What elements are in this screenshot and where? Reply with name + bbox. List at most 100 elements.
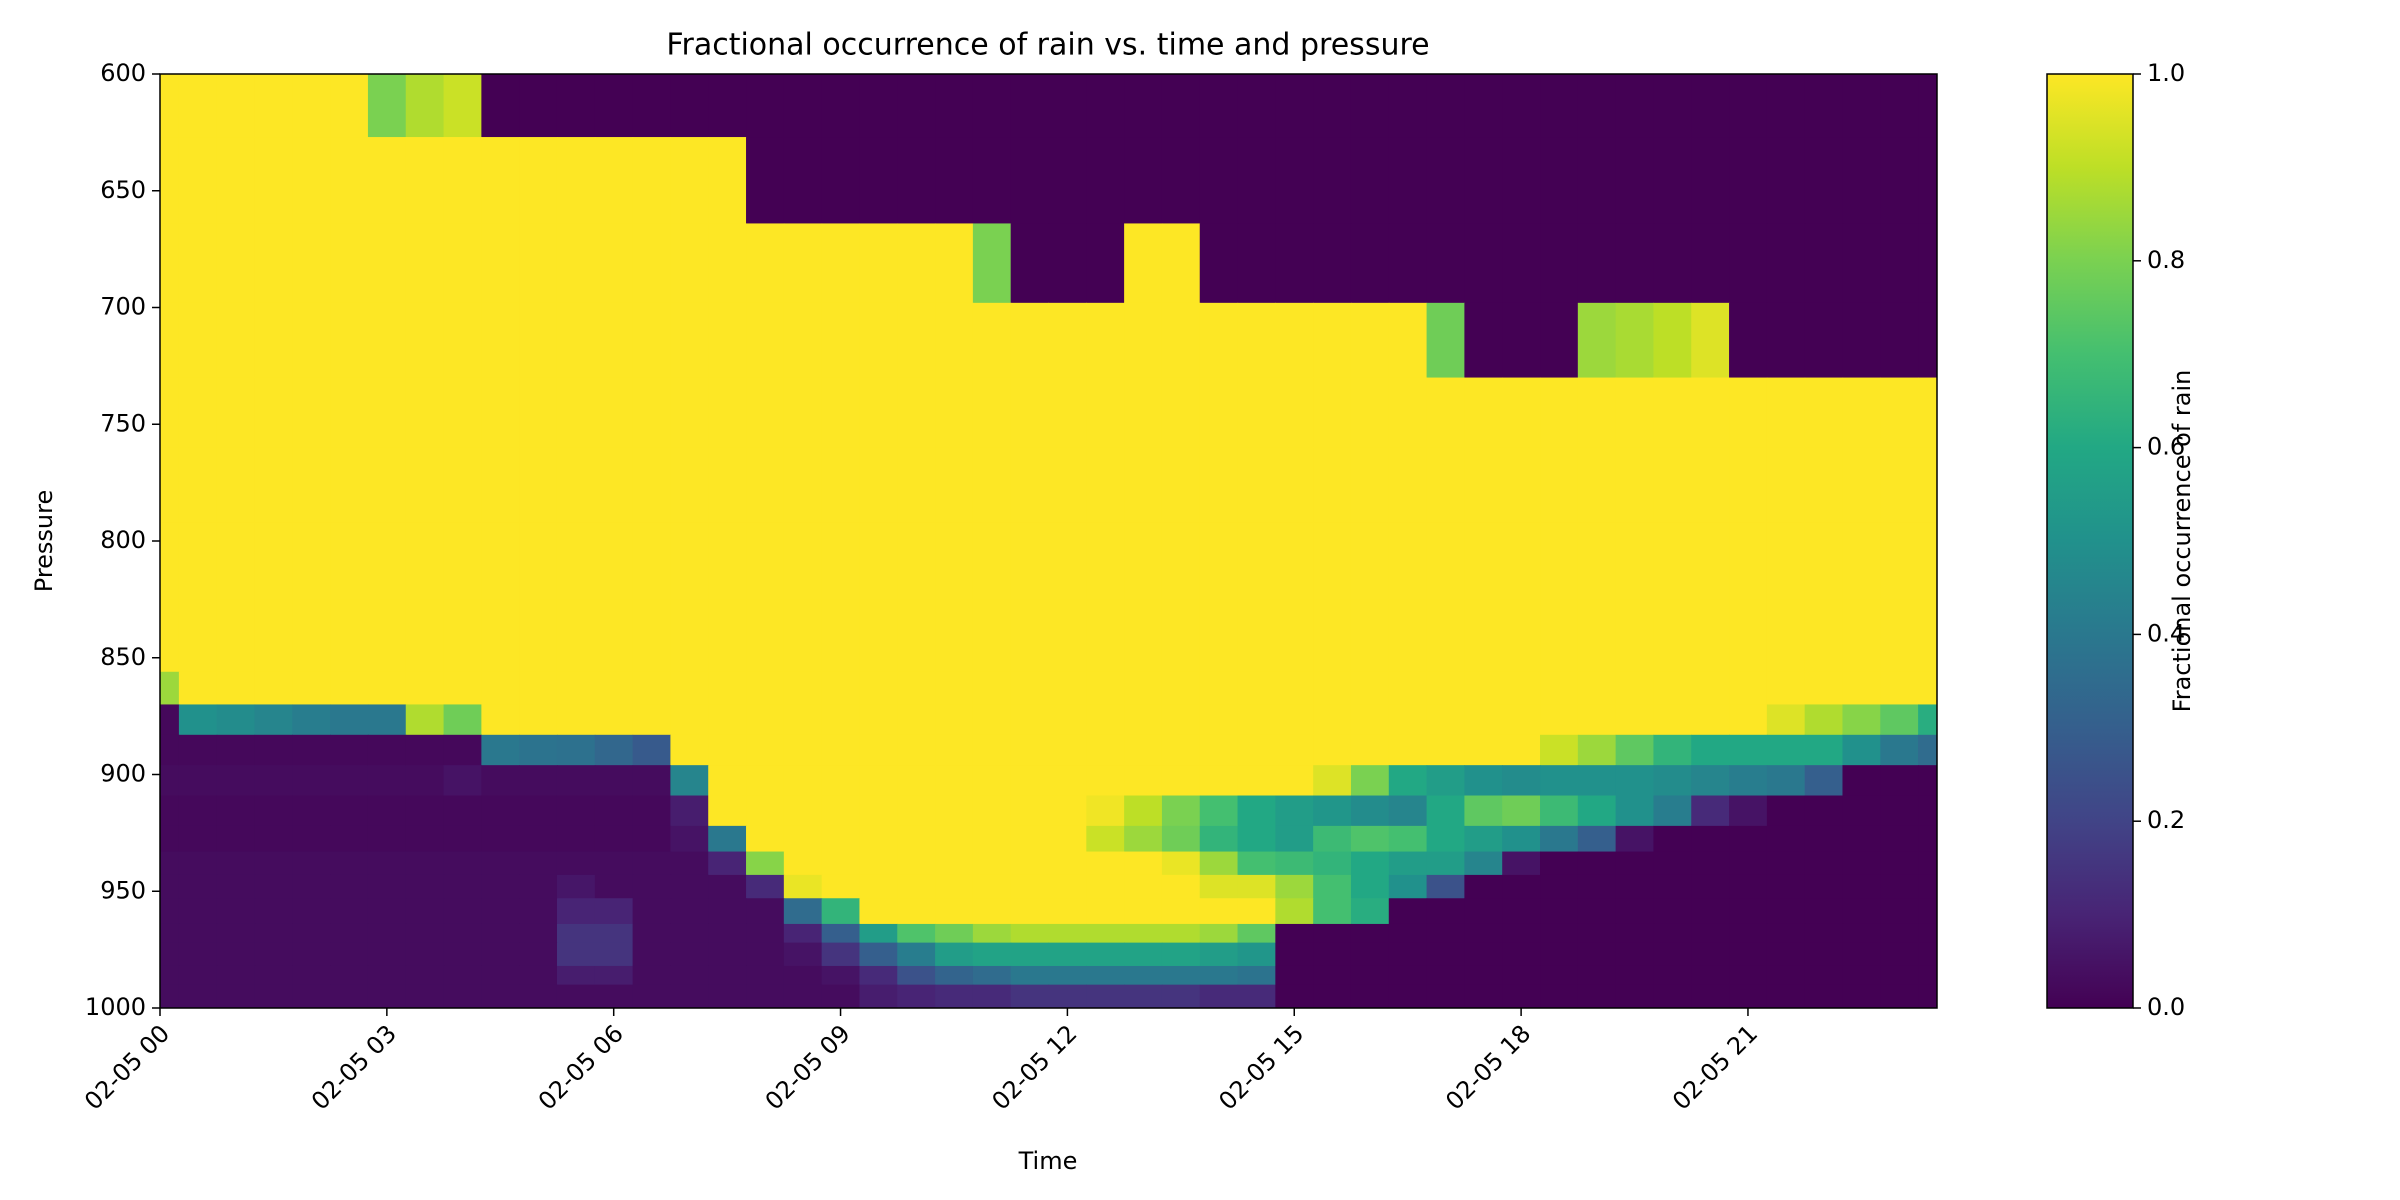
heatmap-cell	[708, 765, 747, 797]
heatmap-cell	[935, 898, 974, 925]
heatmap-cell	[972, 137, 1012, 225]
heatmap-cell	[1615, 984, 1655, 1008]
heatmap-cell	[1161, 942, 1201, 967]
heatmap-cell	[178, 302, 218, 379]
heatmap-cell	[1766, 984, 1806, 1008]
heatmap-cell	[1275, 965, 1314, 986]
heatmap-cell	[556, 377, 596, 449]
heatmap-cell	[330, 984, 369, 1008]
heatmap-cell	[1577, 825, 1617, 853]
heatmap-cell	[1350, 704, 1390, 736]
heatmap-cell	[594, 704, 634, 736]
heatmap-cell	[1880, 74, 1919, 138]
heatmap-cell	[367, 898, 407, 925]
heatmap-cell	[216, 734, 256, 766]
heatmap-cell	[1237, 734, 1276, 766]
heatmap-cell	[178, 74, 218, 138]
heatmap-cell	[160, 825, 180, 853]
heatmap-cell	[632, 942, 672, 967]
heatmap-cell	[897, 965, 936, 986]
heatmap-cell	[1653, 74, 1692, 138]
heatmap-cell	[670, 765, 709, 797]
heatmap-cell	[1350, 874, 1390, 899]
heatmap-cell	[1275, 851, 1314, 876]
heatmap-cell	[1729, 74, 1768, 138]
heatmap-cell	[972, 599, 1012, 673]
heatmap-cell	[632, 74, 672, 138]
heatmap-cell	[821, 942, 861, 967]
heatmap-cell	[1766, 377, 1806, 449]
heatmap-cell	[670, 447, 709, 523]
heatmap-cell	[405, 942, 445, 967]
heatmap-cell	[670, 942, 709, 967]
heatmap-cell	[178, 765, 218, 797]
heatmap-cell	[1237, 137, 1276, 225]
heatmap-cell	[1842, 522, 1881, 600]
heatmap-cell	[1010, 825, 1050, 853]
heatmap-cell	[708, 923, 747, 944]
heatmap-cell	[1048, 765, 1087, 797]
heatmap-cell	[443, 851, 482, 876]
heatmap-cell	[708, 984, 747, 1008]
heatmap-cell	[330, 851, 369, 876]
heatmap-cell	[1048, 874, 1087, 899]
heatmap-cell	[1502, 223, 1541, 304]
heatmap-cell	[1729, 898, 1768, 925]
heatmap-cell	[935, 851, 974, 876]
heatmap-cell	[1350, 447, 1390, 523]
heatmap-cell	[1350, 984, 1390, 1008]
heatmap-cell	[443, 137, 482, 225]
heatmap-cell	[746, 898, 785, 925]
heatmap-cell	[1350, 599, 1390, 673]
heatmap-cell	[1010, 898, 1050, 925]
heatmap-cell	[160, 942, 180, 967]
heatmap-cell	[897, 223, 936, 304]
heatmap-cell	[1653, 965, 1692, 986]
heatmap-cell	[1804, 851, 1844, 876]
heatmap-cell	[1729, 522, 1768, 600]
heatmap-cell	[972, 898, 1012, 925]
heatmap-cell	[1086, 825, 1125, 853]
heatmap-cell	[178, 898, 218, 925]
heatmap-cell	[1388, 137, 1428, 225]
heatmap-cell	[330, 942, 369, 967]
heatmap-cell	[1615, 522, 1655, 600]
heatmap-cell	[708, 942, 747, 967]
heatmap-cell	[1350, 74, 1390, 138]
heatmap-cell	[1577, 704, 1617, 736]
heatmap-cell	[1540, 984, 1579, 1008]
heatmap-cell	[670, 671, 709, 706]
heatmap-cell	[1388, 599, 1428, 673]
heatmap-cell	[1313, 965, 1352, 986]
heatmap-cell	[481, 223, 520, 304]
heatmap-cell	[1766, 74, 1806, 138]
heatmap-cell	[935, 874, 974, 899]
heatmap-cell	[1124, 223, 1163, 304]
heatmap-cell	[556, 965, 596, 986]
heatmap-cell	[1313, 984, 1352, 1008]
heatmap-cell	[1842, 825, 1881, 853]
heatmap-cell	[443, 874, 482, 899]
heatmap-cell	[972, 765, 1012, 797]
heatmap-cell	[897, 734, 936, 766]
heatmap-cell	[1615, 599, 1655, 673]
heatmap-cell	[1918, 874, 1937, 899]
heatmap-cell	[292, 599, 331, 673]
heatmap-cell	[1275, 704, 1314, 736]
heatmap-cell	[1540, 795, 1579, 827]
heatmap-cell	[1048, 599, 1087, 673]
heatmap-cell	[1842, 671, 1881, 706]
heatmap-cell	[1842, 851, 1881, 876]
heatmap-cell	[632, 825, 672, 853]
heatmap-cell	[1313, 825, 1352, 853]
heatmap-cell	[1842, 765, 1881, 797]
heatmap-cell	[254, 599, 293, 673]
y-tick-label: 600	[100, 59, 146, 87]
heatmap-cell	[1048, 671, 1087, 706]
heatmap-cell	[1350, 137, 1390, 225]
heatmap-cell	[1918, 898, 1937, 925]
heatmap-cell	[1653, 825, 1692, 853]
heatmap-cell	[405, 984, 445, 1008]
heatmap-cell	[1161, 795, 1201, 827]
heatmap-cell	[1313, 734, 1352, 766]
